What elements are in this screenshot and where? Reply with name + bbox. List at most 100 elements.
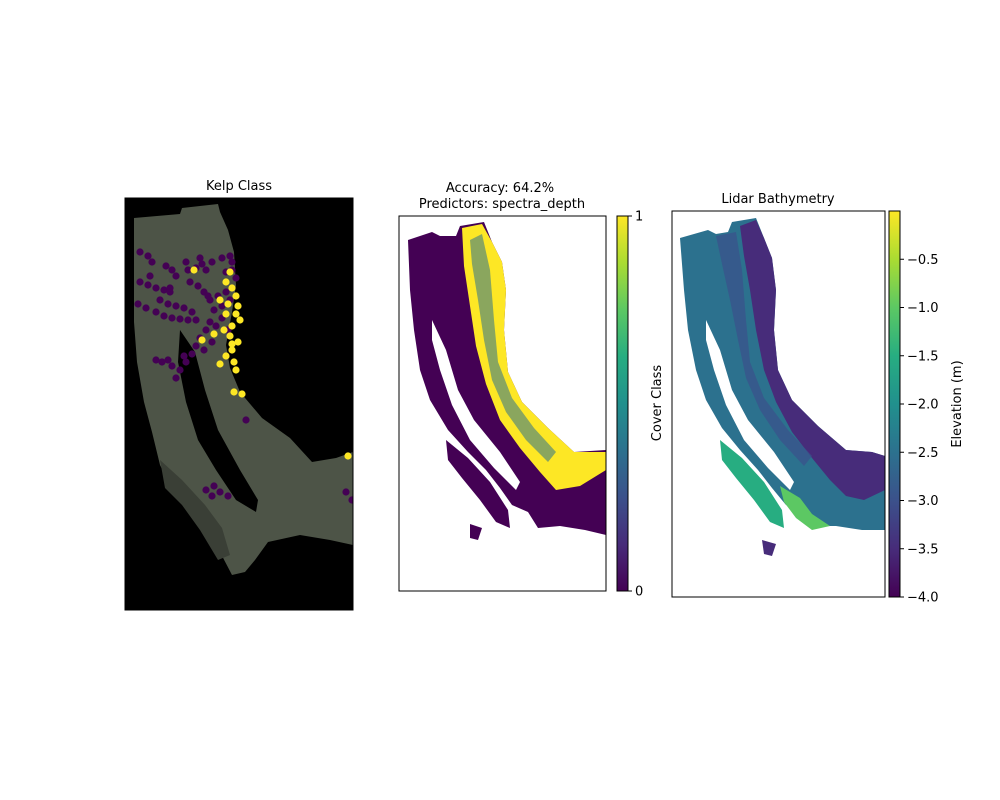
cover-class-label: Cover Class xyxy=(650,365,665,442)
kelp-point-class-1 xyxy=(228,346,236,354)
kelp-point-class-0 xyxy=(184,316,192,324)
kelp-point-class-0 xyxy=(208,258,216,266)
kelp-point-class-0 xyxy=(202,486,210,494)
kelp-point-class-1 xyxy=(228,340,236,348)
kelp-point-class-0 xyxy=(226,252,234,260)
colorbar-tick-label: −0.5 xyxy=(907,253,939,268)
kelp-point-class-0 xyxy=(180,352,188,360)
panel-a-land-shape xyxy=(134,204,353,575)
kelp-point-class-0 xyxy=(148,258,156,266)
kelp-point-class-1 xyxy=(222,278,230,286)
kelp-point-class-0 xyxy=(184,266,192,274)
panel-b-title-line-1: Accuracy: 64.2% xyxy=(446,181,554,196)
kelp-point-class-1 xyxy=(216,360,224,368)
kelp-point-class-1 xyxy=(232,366,240,374)
kelp-point-class-0 xyxy=(228,258,236,266)
kelp-point-class-0 xyxy=(208,492,216,500)
kelp-point-class-1 xyxy=(222,310,230,318)
kelp-point-class-0 xyxy=(136,278,144,286)
kelp-point-class-0 xyxy=(222,288,230,296)
kelp-point-class-0 xyxy=(188,350,196,358)
kelp-point-class-0 xyxy=(204,292,212,300)
kelp-point-class-0 xyxy=(232,274,240,282)
kelp-point-class-1 xyxy=(190,266,198,274)
panel-a-points xyxy=(134,248,353,504)
panel-c-islet xyxy=(762,540,776,556)
kelp-point-class-0 xyxy=(198,260,206,268)
kelp-point-class-1 xyxy=(236,316,244,324)
panel-a-channel xyxy=(178,330,258,512)
kelp-point-class-0 xyxy=(160,286,168,294)
kelp-point-class-0 xyxy=(196,254,204,262)
panel-b-channel xyxy=(432,320,520,490)
colorbar-tick-label: 1 xyxy=(635,210,643,225)
kelp-point-class-1 xyxy=(216,296,224,304)
kelp-point-class-1 xyxy=(234,302,242,310)
panel-b-plot xyxy=(399,216,606,591)
kelp-point-class-0 xyxy=(192,342,200,350)
kelp-point-class-0 xyxy=(182,358,190,366)
kelp-point-class-0 xyxy=(202,266,210,274)
kelp-point-class-0 xyxy=(180,304,188,312)
kelp-point-class-0 xyxy=(152,284,160,292)
kelp-point-class-0 xyxy=(160,312,168,320)
kelp-point-class-0 xyxy=(162,262,170,270)
kelp-point-class-0 xyxy=(164,356,172,364)
kelp-point-class-0 xyxy=(242,416,250,424)
kelp-point-class-0 xyxy=(166,284,174,292)
panel-c-mid-band xyxy=(716,232,812,466)
kelp-point-class-1 xyxy=(230,358,238,366)
kelp-point-class-1 xyxy=(234,338,242,346)
panel-b-frame xyxy=(398,215,607,592)
kelp-point-class-0 xyxy=(206,318,214,326)
colorbar-tick-label: −3.0 xyxy=(907,494,939,509)
kelp-point-class-0 xyxy=(134,300,142,308)
panel-c-channel xyxy=(706,320,794,490)
kelp-point-class-0 xyxy=(172,302,180,310)
kelp-point-class-0 xyxy=(164,300,172,308)
panel-c-lower-lobe xyxy=(720,440,784,528)
kelp-point-class-0 xyxy=(168,266,176,274)
kelp-point-class-0 xyxy=(212,322,220,330)
panel-b-title-line-2: Predictors: spectra_depth xyxy=(419,197,585,212)
kelp-point-class-0 xyxy=(192,316,200,324)
kelp-point-class-1 xyxy=(344,452,352,460)
kelp-point-class-0 xyxy=(144,252,152,260)
kelp-point-class-0 xyxy=(176,315,184,323)
panel-b-shoal xyxy=(446,440,510,528)
kelp-point-class-1 xyxy=(228,284,236,292)
kelp-point-class-1 xyxy=(226,332,234,340)
panel-c-title: Lidar Bathymetry xyxy=(721,192,835,207)
kelp-point-class-0 xyxy=(158,358,166,366)
panel-c-frame xyxy=(671,210,886,598)
colorbar-tick-label: −4.0 xyxy=(907,591,939,606)
kelp-point-class-0 xyxy=(210,306,218,314)
panel-b-class1-region xyxy=(462,224,606,490)
panel-c-deep-band xyxy=(740,220,885,500)
kelp-point-class-0 xyxy=(216,488,224,496)
cover-class-ticks: 01 xyxy=(628,210,643,600)
kelp-point-class-0 xyxy=(168,314,176,322)
kelp-point-class-0 xyxy=(146,272,154,280)
kelp-point-class-1 xyxy=(228,322,236,330)
elevation-label: Elevation (m) xyxy=(950,360,965,447)
panel-b-islet xyxy=(470,524,482,540)
kelp-point-class-0 xyxy=(172,374,180,382)
kelp-point-class-0 xyxy=(172,272,180,280)
panel-b-mixed-band xyxy=(470,234,556,462)
kelp-point-class-0 xyxy=(186,278,194,286)
kelp-point-class-0 xyxy=(156,296,164,304)
elevation-ticks: −0.5 −1.0 −1.5 −2.0 −2.5 −3.0 −3.5 −4.0 xyxy=(900,253,939,606)
kelp-point-class-0 xyxy=(218,254,226,262)
kelp-point-class-0 xyxy=(200,346,208,354)
colorbar-tick-label: −2.5 xyxy=(907,446,939,461)
kelp-point-class-1 xyxy=(220,326,228,334)
colorbar-tick-label: −2.0 xyxy=(907,398,939,413)
kelp-point-class-0 xyxy=(348,496,353,504)
panel-a-plot xyxy=(125,198,353,610)
cover-class-colorbar xyxy=(616,215,629,592)
kelp-point-class-1 xyxy=(226,268,234,276)
kelp-point-class-1 xyxy=(222,352,230,360)
kelp-point-class-1 xyxy=(198,336,206,344)
